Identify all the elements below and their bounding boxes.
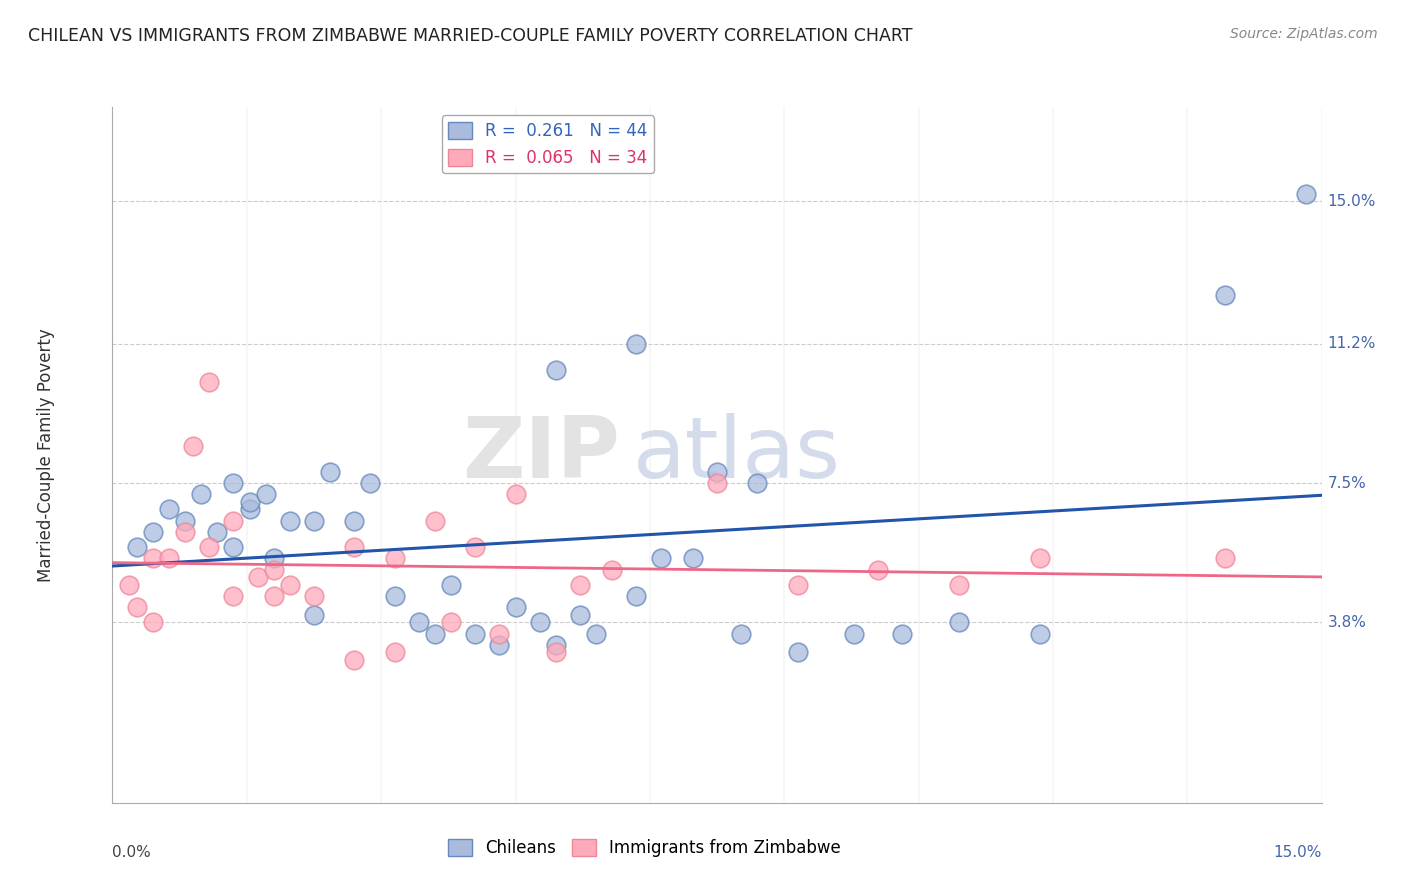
Point	[440, 577, 463, 591]
Point	[359, 476, 381, 491]
Point	[198, 375, 221, 389]
Point	[730, 626, 752, 640]
Point	[222, 476, 245, 491]
Point	[842, 626, 865, 640]
Point	[505, 600, 527, 615]
Point	[190, 487, 212, 501]
Text: 15.0%: 15.0%	[1274, 845, 1322, 860]
Point	[174, 524, 197, 539]
Point	[278, 514, 301, 528]
Point	[384, 589, 406, 603]
Point	[181, 438, 204, 452]
Legend: Chileans, Immigrants from Zimbabwe: Chileans, Immigrants from Zimbabwe	[441, 832, 848, 864]
Point	[488, 638, 510, 652]
Point	[1028, 626, 1050, 640]
Point	[384, 645, 406, 659]
Point	[626, 337, 648, 351]
Point	[117, 577, 139, 591]
Point	[544, 363, 567, 377]
Point	[529, 615, 551, 630]
Point	[263, 563, 285, 577]
Point	[786, 645, 808, 659]
Point	[464, 626, 486, 640]
Point	[198, 540, 221, 554]
Point	[891, 626, 914, 640]
Point	[706, 465, 728, 479]
Point	[157, 551, 180, 566]
Point	[343, 514, 366, 528]
Point	[238, 502, 260, 516]
Point	[1295, 186, 1317, 201]
Point	[488, 626, 510, 640]
Text: Source: ZipAtlas.com: Source: ZipAtlas.com	[1230, 27, 1378, 41]
Text: atlas: atlas	[633, 413, 841, 497]
Point	[682, 551, 704, 566]
Point	[423, 514, 446, 528]
Point	[302, 607, 325, 622]
Text: Married-Couple Family Poverty: Married-Couple Family Poverty	[37, 328, 55, 582]
Point	[868, 563, 890, 577]
Point	[650, 551, 672, 566]
Point	[238, 495, 260, 509]
Point	[278, 577, 301, 591]
Point	[319, 465, 342, 479]
Point	[1028, 551, 1050, 566]
Point	[585, 626, 607, 640]
Point	[747, 476, 769, 491]
Point	[263, 589, 285, 603]
Point	[142, 551, 165, 566]
Point	[505, 487, 527, 501]
Point	[246, 570, 269, 584]
Point	[343, 540, 366, 554]
Point	[254, 487, 277, 501]
Point	[544, 638, 567, 652]
Point	[569, 607, 592, 622]
Point	[222, 589, 245, 603]
Point	[343, 653, 366, 667]
Point	[125, 600, 148, 615]
Point	[174, 514, 197, 528]
Point	[222, 514, 245, 528]
Point	[157, 502, 180, 516]
Text: CHILEAN VS IMMIGRANTS FROM ZIMBABWE MARRIED-COUPLE FAMILY POVERTY CORRELATION CH: CHILEAN VS IMMIGRANTS FROM ZIMBABWE MARR…	[28, 27, 912, 45]
Point	[222, 540, 245, 554]
Text: 11.2%: 11.2%	[1327, 336, 1376, 351]
Point	[948, 577, 970, 591]
Text: 15.0%: 15.0%	[1327, 194, 1376, 209]
Text: 3.8%: 3.8%	[1327, 615, 1367, 630]
Point	[207, 524, 229, 539]
Point	[544, 645, 567, 659]
Text: 0.0%: 0.0%	[112, 845, 152, 860]
Text: 7.5%: 7.5%	[1327, 475, 1367, 491]
Text: ZIP: ZIP	[463, 413, 620, 497]
Point	[464, 540, 486, 554]
Point	[569, 577, 592, 591]
Point	[706, 476, 728, 491]
Point	[263, 551, 285, 566]
Point	[600, 563, 623, 577]
Point	[408, 615, 430, 630]
Point	[1213, 551, 1236, 566]
Point	[142, 524, 165, 539]
Point	[1213, 288, 1236, 302]
Point	[384, 551, 406, 566]
Point	[948, 615, 970, 630]
Point	[302, 589, 325, 603]
Point	[440, 615, 463, 630]
Point	[786, 577, 808, 591]
Point	[302, 514, 325, 528]
Point	[125, 540, 148, 554]
Point	[626, 589, 648, 603]
Point	[423, 626, 446, 640]
Point	[142, 615, 165, 630]
